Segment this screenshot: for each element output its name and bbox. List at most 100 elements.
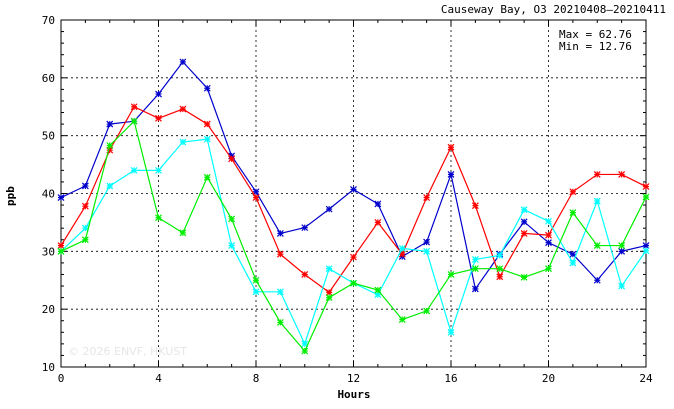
marker-stroke xyxy=(155,166,162,174)
data-point xyxy=(155,90,162,98)
marker-stroke xyxy=(57,247,65,255)
marker-stroke xyxy=(228,242,236,249)
marker-stroke xyxy=(179,105,187,113)
data-point xyxy=(276,250,284,258)
marker-stroke xyxy=(423,307,431,315)
x-tick-label: 12 xyxy=(347,372,360,385)
marker-stroke xyxy=(520,206,528,214)
marker-stroke xyxy=(423,247,431,255)
data-point xyxy=(423,307,431,315)
data-point xyxy=(325,265,333,273)
marker-stroke xyxy=(545,239,552,247)
marker-stroke xyxy=(81,202,89,210)
data-point xyxy=(57,194,65,201)
marker-stroke xyxy=(374,200,382,208)
marker-stroke xyxy=(106,142,114,149)
marker-stroke xyxy=(569,188,577,196)
marker-stroke xyxy=(471,285,479,293)
marker-stroke xyxy=(545,217,552,225)
series-group xyxy=(57,58,650,355)
marker-stroke xyxy=(447,170,455,178)
marker-stroke xyxy=(471,202,479,210)
max-label: Max = 62.76 xyxy=(559,28,632,41)
data-point xyxy=(252,288,260,296)
data-point xyxy=(618,242,626,249)
data-point xyxy=(350,253,357,261)
data-point xyxy=(447,328,455,336)
marker-stroke xyxy=(252,288,260,296)
marker-stroke xyxy=(447,271,455,278)
marker-stroke xyxy=(569,250,577,258)
data-point xyxy=(642,193,650,201)
data-point xyxy=(276,319,284,326)
marker-stroke xyxy=(301,347,309,355)
data-point xyxy=(130,166,138,174)
marker-stroke xyxy=(593,242,601,249)
data-point xyxy=(350,279,357,287)
data-point xyxy=(398,245,406,252)
data-point xyxy=(252,194,260,201)
data-point xyxy=(325,294,333,302)
marker-stroke xyxy=(155,214,162,222)
marker-stroke xyxy=(471,265,479,273)
data-point xyxy=(276,288,284,296)
marker-stroke xyxy=(642,242,650,249)
marker-stroke xyxy=(179,58,187,66)
data-point xyxy=(618,282,626,290)
data-point xyxy=(398,316,406,324)
data-point xyxy=(423,247,431,255)
marker-stroke xyxy=(447,143,455,151)
data-point xyxy=(471,256,479,263)
data-point xyxy=(228,242,236,249)
marker-stroke xyxy=(642,183,650,190)
marker-stroke xyxy=(618,247,626,255)
data-point xyxy=(593,170,601,178)
data-point xyxy=(618,247,626,255)
data-point xyxy=(423,194,431,201)
data-point xyxy=(57,242,65,249)
data-point xyxy=(496,265,504,273)
data-point xyxy=(130,117,138,125)
marker-stroke xyxy=(276,229,284,237)
marker-stroke xyxy=(374,218,382,226)
data-point xyxy=(374,286,382,294)
data-point xyxy=(325,205,333,213)
data-point xyxy=(203,84,211,92)
data-point xyxy=(81,182,89,190)
marker-stroke xyxy=(496,273,504,281)
chart-title: Causeway Bay, O3 20210408–20210411 xyxy=(441,3,666,16)
data-point xyxy=(81,202,89,210)
marker-stroke xyxy=(374,286,382,294)
marker-stroke xyxy=(252,194,260,201)
marker-stroke xyxy=(81,236,89,244)
marker-stroke xyxy=(325,294,333,302)
data-point xyxy=(496,251,504,259)
series-2 xyxy=(57,103,650,296)
data-point xyxy=(545,231,552,239)
marker-stroke xyxy=(130,166,138,174)
data-point xyxy=(520,273,528,281)
marker-stroke xyxy=(325,288,333,296)
data-point xyxy=(520,206,528,214)
data-point xyxy=(106,120,114,128)
marker-stroke xyxy=(618,282,626,290)
data-point xyxy=(569,209,577,217)
plot-frame xyxy=(60,19,647,368)
data-point xyxy=(301,271,309,278)
marker-stroke xyxy=(203,135,211,143)
data-point xyxy=(471,265,479,273)
marker-stroke xyxy=(203,120,211,128)
marker-stroke xyxy=(155,114,162,122)
data-point xyxy=(179,105,187,113)
grid-lines xyxy=(61,20,646,367)
data-point xyxy=(593,276,601,284)
marker-stroke xyxy=(106,120,114,128)
marker-stroke xyxy=(106,182,114,190)
data-point xyxy=(447,271,455,278)
marker-stroke xyxy=(57,242,65,249)
marker-stroke xyxy=(130,103,138,111)
marker-stroke xyxy=(252,276,260,284)
data-point xyxy=(618,170,626,178)
data-point xyxy=(520,218,528,226)
marker-stroke xyxy=(545,265,552,273)
